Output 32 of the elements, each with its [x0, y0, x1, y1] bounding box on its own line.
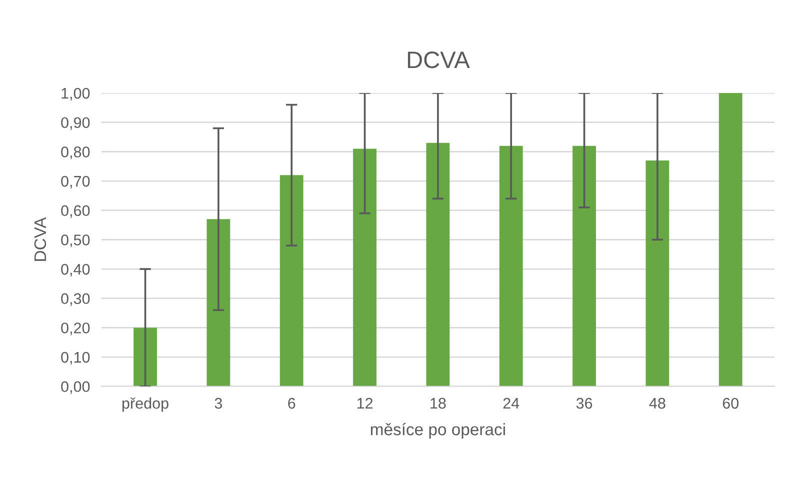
bar [646, 160, 670, 386]
y-tick-label: 0,30 [61, 293, 90, 306]
y-tick-label: 0,20 [61, 322, 90, 336]
y-tick-label: 0,80 [61, 146, 90, 160]
x-tick-label: 60 [722, 398, 739, 409]
x-tick-label: 24 [503, 398, 520, 409]
x-axis-title: měsíce po operaci [370, 422, 505, 439]
y-tick-label: 0,40 [61, 264, 90, 277]
bar [572, 146, 596, 386]
bar [280, 175, 304, 386]
y-tick-label: 0,70 [61, 176, 90, 189]
y-tick-label: 0,10 [61, 352, 90, 365]
x-tick-label: 6 [288, 398, 296, 409]
chart-title: DCVA [408, 52, 470, 68]
x-tick-label: předop [122, 397, 168, 412]
bar [353, 148, 376, 386]
y-tick-label: 1,00 [62, 88, 90, 101]
y-axis-title: DCVA [34, 217, 46, 261]
y-tick-label: 0,60 [61, 205, 90, 218]
x-tick-label: 48 [649, 398, 666, 409]
x-tick-label: 36 [576, 398, 592, 409]
y-tick-label: 0,00 [61, 381, 90, 394]
bar [499, 146, 523, 386]
x-tick-label: 18 [430, 398, 446, 409]
y-tick-label: 0,50 [61, 234, 90, 248]
y-tick-label: 0,90 [61, 117, 90, 130]
bar [718, 93, 742, 386]
x-tick-label: 12 [357, 398, 373, 409]
x-tick-label: 3 [214, 398, 222, 409]
bar [426, 142, 450, 386]
bar [134, 328, 157, 386]
bar [206, 219, 230, 386]
